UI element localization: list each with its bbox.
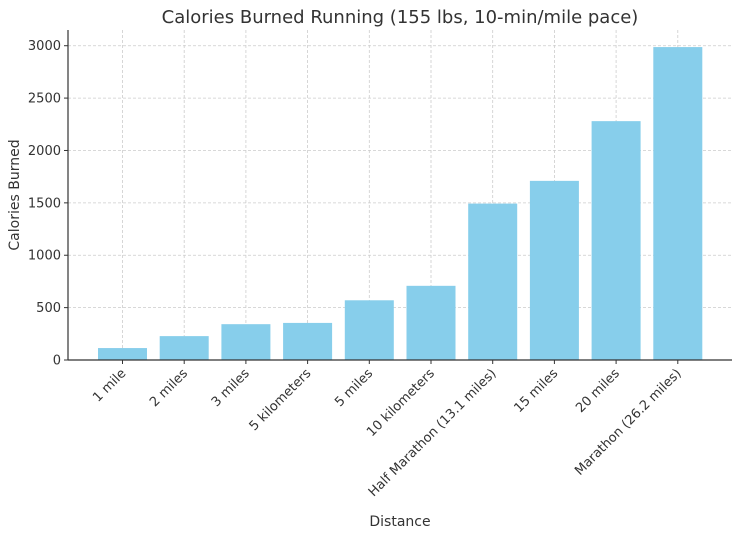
chart-title: Calories Burned Running (155 lbs, 10-min…	[162, 7, 639, 28]
y-tick-label: 0	[53, 354, 61, 369]
y-tick-label: 500	[36, 301, 61, 316]
y-tick-label: 3000	[28, 39, 61, 54]
y-tick-label: 2500	[28, 92, 61, 107]
x-tick-label: 1 mile	[90, 366, 129, 405]
bar	[98, 348, 147, 360]
y-tick-label: 1000	[28, 249, 61, 264]
bar	[406, 285, 456, 360]
bar	[591, 121, 641, 361]
x-tick-label: 2 miles	[147, 366, 191, 410]
x-tick-label: 15 miles	[511, 366, 561, 416]
bar	[653, 47, 703, 360]
bar	[159, 336, 209, 360]
bar	[221, 324, 271, 360]
y-tick-label: 2000	[28, 144, 61, 159]
bar	[283, 322, 333, 360]
x-axis-label: Distance	[369, 514, 430, 530]
x-tick-label: 20 miles	[573, 366, 623, 416]
bar	[344, 300, 394, 360]
y-tick-label: 1500	[28, 196, 61, 211]
x-tick-label: Marathon (26.2 miles)	[572, 366, 684, 478]
y-axis-label: Calories Burned	[7, 139, 23, 250]
bar	[529, 180, 579, 360]
x-tick-label: 5 kilometers	[247, 366, 315, 434]
x-tick-label: 3 miles	[209, 366, 253, 410]
bar	[468, 203, 518, 360]
x-tick-label: 5 miles	[332, 366, 376, 410]
x-tick-label: Half Marathon (13.1 miles)	[366, 366, 500, 500]
